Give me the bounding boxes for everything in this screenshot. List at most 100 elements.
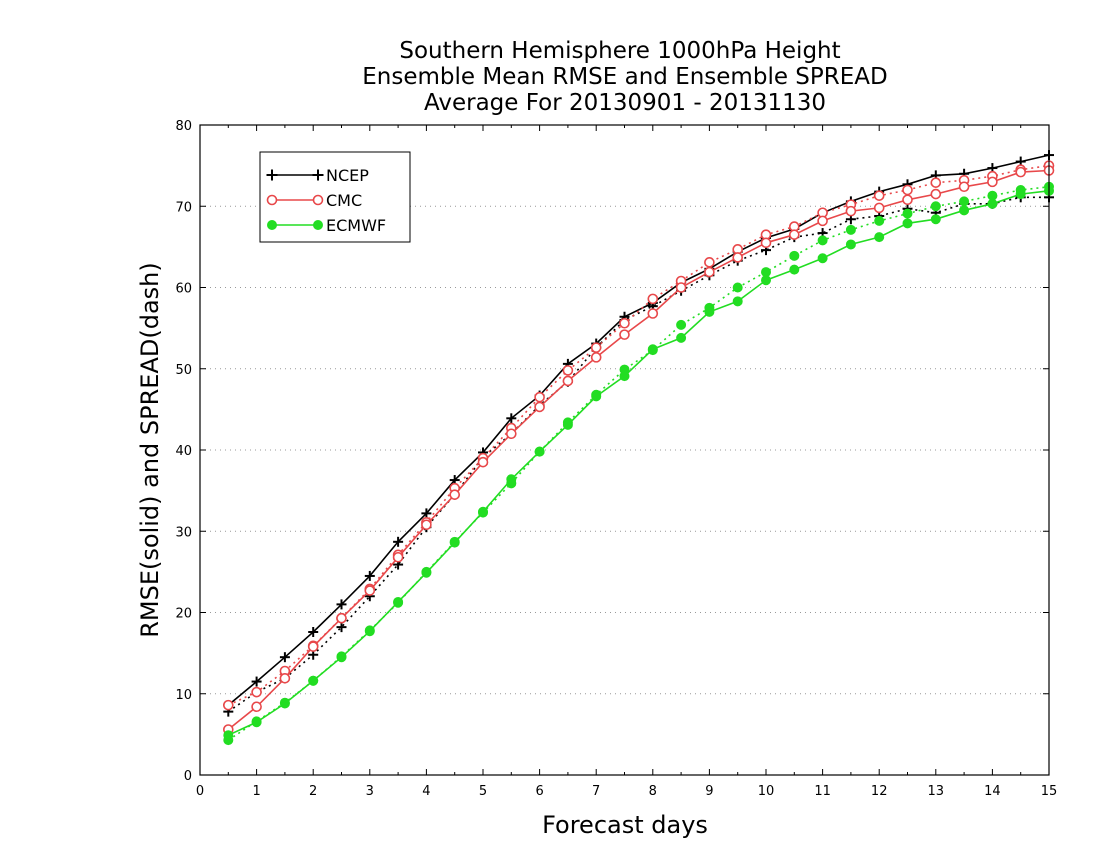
ecmwf-rmse-point	[704, 306, 715, 317]
ecmwf-rmse-point	[449, 537, 460, 548]
legend-item-cmc: CMC	[266, 191, 362, 210]
cmc-rmse-point	[675, 282, 687, 293]
cmc-rmse-point	[336, 612, 347, 624]
x-tick-label: 15	[1041, 784, 1058, 799]
x-tick-label: 4	[422, 784, 430, 799]
ecmwf-rmse-point	[534, 446, 545, 457]
ecmwf-spread-point	[930, 201, 941, 212]
ecmwf-rmse-point	[506, 474, 517, 485]
ecmwf-rmse-point	[336, 652, 347, 663]
x-tick-label: 9	[705, 784, 713, 799]
ecmwf-rmse-point	[619, 371, 630, 382]
series-layer	[223, 150, 1055, 746]
ecmwf-rmse-point	[959, 205, 970, 216]
ecmwf-rmse-point	[902, 218, 913, 229]
x-tick-label: 3	[366, 784, 374, 799]
cmc-rmse-point	[307, 641, 319, 652]
ecmwf-rmse-point	[789, 264, 800, 275]
ecmwf-rmse-point	[761, 275, 771, 286]
x-tick-label: 7	[592, 784, 600, 799]
cmc-spread-point	[590, 342, 602, 353]
x-tick-label: 6	[535, 784, 543, 799]
ecmwf-rmse-point	[874, 232, 885, 243]
cmc-rmse-point	[251, 701, 262, 713]
ecmwf-spread-point	[902, 208, 913, 219]
y-tick-label: 0	[184, 769, 192, 784]
cmc-spread-line	[227, 164, 1050, 706]
y-tick-label: 60	[175, 282, 192, 297]
ecmwf-rmse-point	[845, 239, 856, 250]
ecmwf-rmse-point	[732, 296, 743, 307]
cmc-rmse-point	[619, 329, 630, 340]
ecmwf-spread-point	[874, 215, 885, 226]
cmc-rmse-point	[534, 401, 545, 413]
ecmwf-rmse-point	[421, 567, 432, 578]
ecmwf-spread-point	[789, 250, 800, 261]
cmc-spread-point	[534, 391, 545, 403]
legend-marker	[266, 194, 278, 206]
x-tick-label: 11	[814, 784, 831, 799]
cmc-rmse-point	[732, 252, 744, 263]
y-tick-label: 50	[175, 363, 192, 378]
cmc-rmse-point	[817, 215, 828, 227]
cmc-spread-point	[902, 184, 913, 196]
ecmwf-spread-line	[227, 186, 1050, 741]
ecmwf-rmse-line	[227, 190, 1050, 736]
legend-marker	[267, 220, 277, 230]
cmc-rmse-point	[421, 519, 432, 531]
ecmwf-spread-point	[676, 319, 687, 330]
ecmwf-rmse-point	[251, 717, 262, 728]
cmc-rmse-point	[364, 585, 376, 596]
cmc-rmse-point	[449, 489, 461, 500]
cmc-spread-point	[704, 257, 715, 268]
ecmwf-rmse-point	[817, 253, 828, 264]
cmc-spread-point	[619, 317, 630, 329]
y-tick-label: 30	[175, 525, 192, 540]
cmc-spread-point	[251, 686, 262, 698]
chart-title: Southern Hemisphere 1000hPa Height Ensem…	[362, 38, 887, 116]
cmc-rmse-point	[279, 673, 291, 684]
cmc-rmse-point	[505, 428, 517, 440]
legend-label-cmc: CMC	[326, 191, 362, 210]
ecmwf-spread-point	[959, 196, 970, 207]
x-tick-label: 13	[928, 784, 945, 799]
ecmwf-rmse-point	[364, 626, 375, 637]
cmc-rmse-point	[760, 237, 772, 249]
x-tick-label: 1	[252, 784, 260, 799]
y-axis-label: RMSE(solid) and SPREAD(dash)	[136, 262, 164, 638]
ecmwf-spread-point	[845, 224, 856, 235]
cmc-rmse-point	[392, 551, 404, 563]
cmc-spread-point	[930, 177, 942, 188]
ncep-rmse-line	[227, 154, 1050, 706]
ecmwf-rmse-point	[308, 675, 319, 686]
legend: NCEP CMC ECMWF	[259, 151, 411, 243]
ecmwf-rmse-point	[1015, 189, 1026, 200]
ecmwf-spread-point	[817, 235, 828, 246]
legend-marker	[312, 194, 324, 206]
ecmwf-rmse-point	[591, 391, 602, 402]
ecmwf-rmse-point	[478, 506, 488, 517]
cmc-rmse-point	[958, 181, 970, 193]
cmc-spread-point	[223, 699, 234, 711]
legend-box	[259, 151, 411, 243]
grid-lines	[200, 205, 1049, 695]
cmc-spread-point	[873, 190, 885, 201]
x-tick-label: 10	[758, 784, 775, 799]
y-tick-label: 40	[175, 444, 192, 459]
x-tick-label: 5	[479, 784, 487, 799]
series-cmc	[223, 160, 1055, 735]
series-ecmwf	[223, 181, 1054, 746]
cmc-rmse-point	[987, 176, 998, 188]
ecmwf-rmse-point	[647, 344, 658, 355]
ecmwf-rmse-point	[279, 698, 290, 709]
x-tick-label: 12	[871, 784, 888, 799]
x-tick-label: 2	[309, 784, 317, 799]
ecmwf-rmse-point	[676, 332, 687, 343]
title-line-2: Ensemble Mean RMSE and Ensemble SPREAD	[362, 64, 887, 90]
x-tick-label: 8	[649, 784, 657, 799]
cmc-rmse-point	[902, 194, 913, 206]
cmc-rmse-point	[562, 375, 574, 387]
legend-item-ecmwf: ECMWF	[267, 216, 386, 235]
